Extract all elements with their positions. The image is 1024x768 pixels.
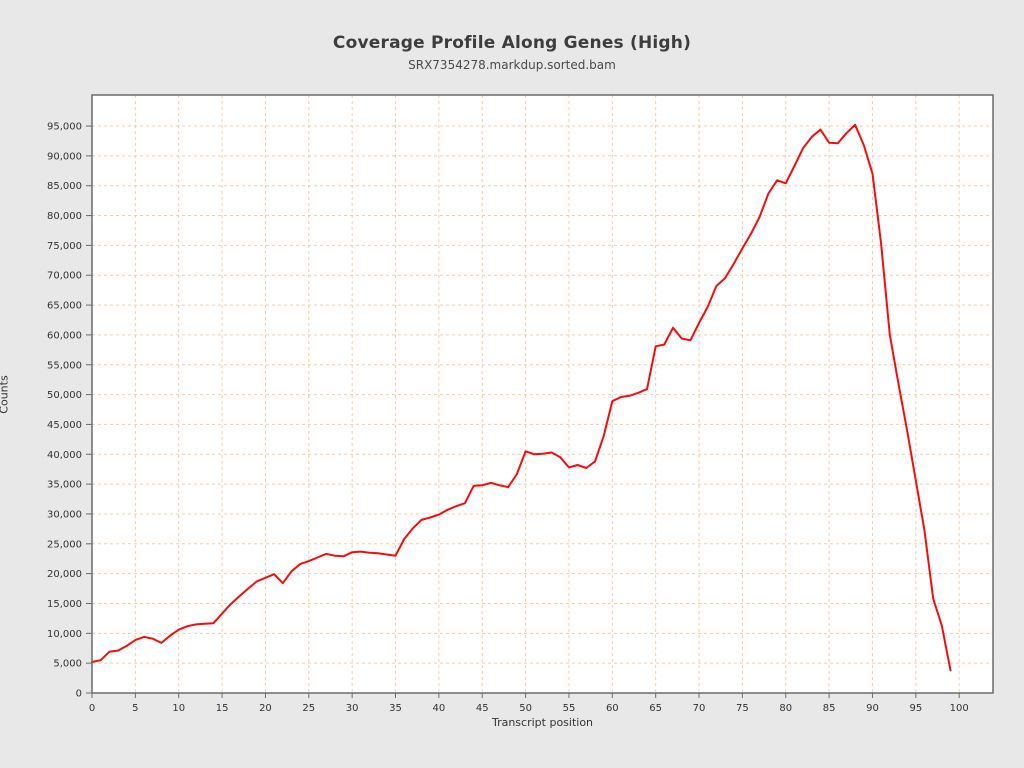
x-tick-label: 10	[172, 703, 185, 714]
y-tick-label: 15,000	[47, 599, 82, 610]
plot-border	[91, 94, 994, 694]
x-tick-label: 35	[389, 703, 402, 714]
y-tick-label: 90,000	[47, 151, 82, 162]
x-tick-label: 75	[736, 703, 749, 714]
x-tick-label: 60	[606, 703, 619, 714]
y-tick-label: 70,000	[47, 271, 82, 282]
y-tick-label: 5,000	[53, 659, 82, 670]
y-tick-label: 30,000	[47, 509, 82, 520]
y-tick-label: 60,000	[47, 330, 82, 341]
x-tick-label: 80	[779, 703, 792, 714]
x-tick-label: 55	[563, 703, 576, 714]
y-tick-label: 50,000	[47, 390, 82, 401]
x-tick-label: 45	[476, 703, 489, 714]
y-tick-label: 35,000	[47, 480, 82, 491]
y-tick-label: 65,000	[47, 301, 82, 312]
x-tick-label: 25	[302, 703, 315, 714]
y-tick-label: 0	[76, 689, 82, 700]
x-tick-label: 100	[950, 703, 969, 714]
y-tick-label: 40,000	[47, 450, 82, 461]
y-tick-label: 20,000	[47, 569, 82, 580]
y-tick-label: 10,000	[47, 629, 82, 640]
y-axis-title: Counts	[0, 375, 11, 414]
x-tick-label: 5	[132, 703, 138, 714]
x-tick-label: 0	[89, 703, 95, 714]
x-tick-label: 90	[866, 703, 879, 714]
axis-ticks	[86, 125, 960, 698]
x-tick-label: 70	[693, 703, 706, 714]
x-tick-labels: 0 5 10 15 20 25 30 35 40 45 50 55 60 65 70 75 80 85 90 95 10…	[89, 703, 969, 714]
x-tick-label: 20	[259, 703, 272, 714]
x-tick-label: 30	[346, 703, 359, 714]
x-tick-label: 85	[823, 703, 836, 714]
y-tick-label: 25,000	[47, 539, 82, 550]
y-tick-label: 55,000	[47, 360, 82, 371]
y-tick-label: 45,000	[47, 420, 82, 431]
x-tick-label: 95	[909, 703, 922, 714]
y-tick-label: 75,000	[47, 241, 82, 252]
x-tick-label: 15	[216, 703, 229, 714]
y-tick-label: 80,000	[47, 211, 82, 222]
x-tick-label: 40	[433, 703, 446, 714]
gridlines	[92, 95, 993, 693]
chart-title: Coverage Profile Along Genes (High)	[332, 33, 692, 53]
x-axis-title: Transcript position	[491, 716, 594, 729]
y-tick-labels: 0 5,000 10,000 15,000 20,000 25,000 30,000 35,0…	[47, 122, 82, 700]
x-tick-label: 50	[519, 703, 532, 714]
x-tick-label: 65	[649, 703, 662, 714]
y-tick-label: 85,000	[47, 181, 82, 192]
coverage-line	[91, 123, 952, 672]
chart-subtitle: SRX7354278.markdup.sorted.bam	[408, 58, 616, 72]
y-tick-label: 95,000	[47, 122, 82, 133]
